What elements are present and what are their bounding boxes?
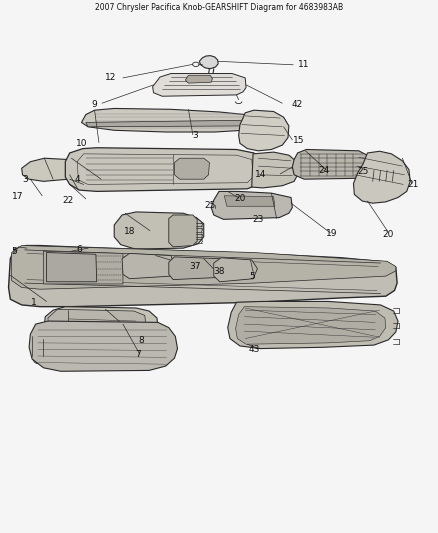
Circle shape (362, 320, 373, 330)
Text: 43: 43 (248, 345, 260, 354)
Polygon shape (46, 253, 97, 282)
Circle shape (32, 171, 39, 177)
Text: 2007 Chrysler Pacifica Knob-GEARSHIFT Diagram for 4683983AB: 2007 Chrysler Pacifica Knob-GEARSHIFT Di… (95, 3, 343, 12)
Text: 9: 9 (92, 100, 97, 109)
Polygon shape (174, 158, 209, 179)
Text: 3: 3 (192, 131, 198, 140)
Polygon shape (169, 257, 223, 280)
Circle shape (70, 255, 73, 259)
Circle shape (71, 361, 75, 366)
Circle shape (149, 221, 168, 240)
Circle shape (71, 345, 75, 350)
Circle shape (70, 265, 73, 269)
Polygon shape (353, 151, 410, 203)
Polygon shape (9, 246, 397, 306)
Circle shape (44, 345, 49, 350)
Polygon shape (29, 321, 177, 372)
Polygon shape (48, 309, 146, 329)
Text: 17: 17 (12, 192, 24, 201)
Polygon shape (199, 55, 218, 69)
Text: 21: 21 (408, 180, 419, 189)
Circle shape (70, 261, 73, 264)
Circle shape (166, 116, 171, 120)
Text: 10: 10 (76, 139, 87, 148)
Circle shape (70, 274, 73, 278)
Circle shape (285, 205, 289, 210)
Polygon shape (43, 251, 123, 284)
Polygon shape (239, 110, 289, 151)
Circle shape (71, 354, 75, 358)
Circle shape (194, 259, 198, 263)
Text: 4: 4 (74, 175, 80, 184)
Polygon shape (152, 74, 246, 96)
Circle shape (44, 361, 49, 366)
Polygon shape (86, 120, 251, 127)
Text: 22: 22 (63, 196, 74, 205)
Polygon shape (65, 148, 263, 191)
Polygon shape (122, 253, 175, 279)
Text: 11: 11 (298, 60, 310, 69)
Circle shape (57, 354, 62, 358)
Circle shape (84, 345, 88, 350)
Text: 7: 7 (135, 350, 141, 359)
Text: 37: 37 (189, 262, 201, 271)
Polygon shape (169, 215, 197, 247)
Text: 24: 24 (318, 166, 329, 175)
Text: 25: 25 (357, 167, 369, 176)
Polygon shape (12, 246, 396, 289)
Circle shape (280, 205, 285, 210)
Circle shape (292, 320, 303, 330)
Text: 18: 18 (124, 227, 135, 236)
Text: 25: 25 (205, 201, 216, 210)
Text: 42: 42 (291, 100, 302, 109)
Circle shape (70, 270, 73, 273)
Polygon shape (228, 302, 398, 349)
Text: 20: 20 (383, 230, 394, 239)
Text: 38: 38 (213, 267, 225, 276)
Text: 5: 5 (249, 272, 254, 280)
Circle shape (57, 345, 62, 350)
Text: 5: 5 (11, 247, 17, 256)
Circle shape (70, 278, 73, 281)
Text: 3: 3 (22, 175, 28, 184)
Polygon shape (252, 152, 297, 188)
Text: 6: 6 (76, 245, 82, 254)
Text: 19: 19 (326, 229, 337, 238)
Text: 14: 14 (255, 171, 266, 179)
Polygon shape (185, 75, 212, 83)
Polygon shape (214, 258, 258, 282)
Polygon shape (224, 196, 275, 206)
Circle shape (63, 306, 67, 311)
Circle shape (194, 264, 198, 269)
Circle shape (327, 320, 338, 330)
Circle shape (170, 120, 176, 125)
Circle shape (258, 320, 268, 330)
Polygon shape (81, 108, 252, 132)
Text: 23: 23 (253, 215, 264, 224)
Circle shape (220, 205, 225, 210)
Polygon shape (292, 149, 371, 179)
Circle shape (57, 361, 62, 366)
Circle shape (194, 270, 198, 274)
Text: 20: 20 (234, 195, 246, 203)
Polygon shape (21, 158, 73, 181)
Polygon shape (114, 212, 204, 249)
Circle shape (84, 361, 88, 366)
Text: 12: 12 (105, 74, 117, 83)
Circle shape (44, 354, 49, 358)
Polygon shape (211, 191, 292, 220)
Text: 1: 1 (31, 298, 36, 307)
Circle shape (84, 354, 88, 358)
Circle shape (142, 214, 175, 247)
Polygon shape (236, 306, 386, 344)
Polygon shape (44, 306, 158, 338)
Circle shape (40, 160, 59, 179)
Circle shape (155, 227, 162, 234)
Text: 8: 8 (138, 336, 144, 345)
Text: 15: 15 (293, 136, 304, 146)
